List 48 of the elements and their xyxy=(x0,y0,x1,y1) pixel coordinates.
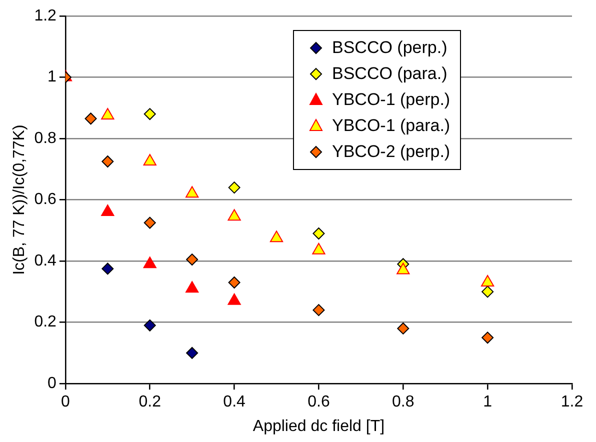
legend-label: YBCO-2 (perp.) xyxy=(332,141,450,163)
point xyxy=(228,293,241,305)
y-tick-label: 0.2 xyxy=(34,314,57,331)
x-tick-label: 1 xyxy=(483,394,492,411)
point xyxy=(312,227,325,240)
y-tick-label: 0.8 xyxy=(34,130,57,147)
legend-label: BSCCO (para.) xyxy=(332,63,448,85)
x-tick-label: 0.4 xyxy=(223,394,246,411)
point xyxy=(101,204,114,216)
x-tick-label: 0 xyxy=(60,394,70,411)
point xyxy=(143,256,156,268)
point xyxy=(186,346,198,359)
point xyxy=(84,112,97,125)
x-tick-label: 0.8 xyxy=(392,394,414,411)
legend-label: BSCCO (perp.) xyxy=(332,37,448,59)
y-tick-label: 0.4 xyxy=(34,252,57,270)
point xyxy=(144,319,156,332)
y-tick-label: 0.6 xyxy=(34,191,57,208)
x-tick-label: 1.2 xyxy=(560,394,584,411)
point xyxy=(228,276,240,289)
x-tick-label: 0.2 xyxy=(138,394,162,411)
point xyxy=(143,154,156,166)
point xyxy=(228,209,241,221)
point xyxy=(144,216,156,229)
point xyxy=(102,262,114,275)
point xyxy=(312,242,326,254)
point xyxy=(397,322,410,334)
point xyxy=(102,156,114,168)
point xyxy=(482,332,494,344)
point xyxy=(270,230,284,242)
point xyxy=(101,108,114,120)
x-axis-title: Applied dc field [T] xyxy=(252,418,385,435)
y-tick-label: 0 xyxy=(48,375,57,392)
point xyxy=(144,108,156,120)
legend-label: YBCO-1 (perp.) xyxy=(332,89,450,111)
point xyxy=(186,254,198,266)
y-tick-label: 1 xyxy=(48,68,57,86)
point xyxy=(396,262,410,274)
point xyxy=(482,286,494,298)
point xyxy=(228,182,240,194)
legend-label: YBCO-1 (para.) xyxy=(332,115,450,137)
point xyxy=(481,275,494,287)
y-tick-label: 1.2 xyxy=(34,7,57,24)
point xyxy=(312,304,325,316)
point xyxy=(186,186,199,198)
x-tick-label: 0.6 xyxy=(308,394,330,411)
y-axis-title: Ic(B, 77 K))/Ic(0,77K) xyxy=(11,124,28,275)
point xyxy=(186,281,199,293)
